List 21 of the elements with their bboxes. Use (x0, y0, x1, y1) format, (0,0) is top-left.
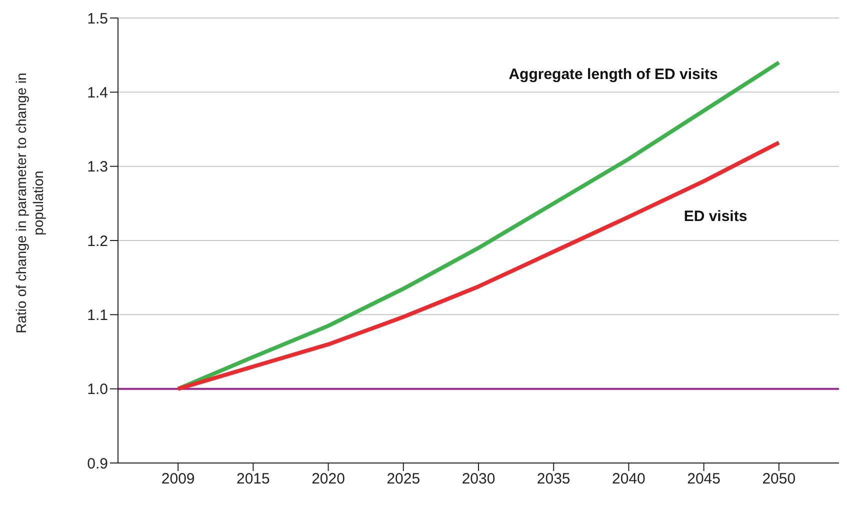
x-tick-label: 2045 (687, 470, 720, 488)
x-tick-label: 2009 (161, 470, 195, 488)
x-tick-label: 2040 (612, 470, 646, 488)
x-tick-label: 2050 (762, 470, 796, 488)
y-tick-label: 0.9 (87, 455, 108, 472)
series-label: Aggregate length of ED visits (508, 66, 718, 83)
x-tick-label: 2020 (312, 470, 345, 488)
x-tick-label: 2035 (536, 470, 570, 488)
y-tick-label: 1.1 (87, 306, 108, 324)
x-tick-label: 2030 (462, 470, 496, 488)
y-tick-label: 1.2 (87, 232, 108, 250)
y-tick-label: 1.0 (87, 381, 108, 398)
x-tick-label: 2025 (386, 470, 420, 488)
y-tick-label: 1.5 (87, 10, 108, 28)
line-series (176, 140, 781, 391)
y-tick-label: 1.3 (87, 158, 108, 176)
y-axis-title: Ratio of change in parameter to change in population (13, 72, 47, 336)
series-label: ED visits (684, 208, 748, 226)
line-series (176, 60, 781, 391)
y-tick-label: 1.4 (87, 84, 108, 102)
x-tick-label: 2015 (236, 470, 270, 488)
